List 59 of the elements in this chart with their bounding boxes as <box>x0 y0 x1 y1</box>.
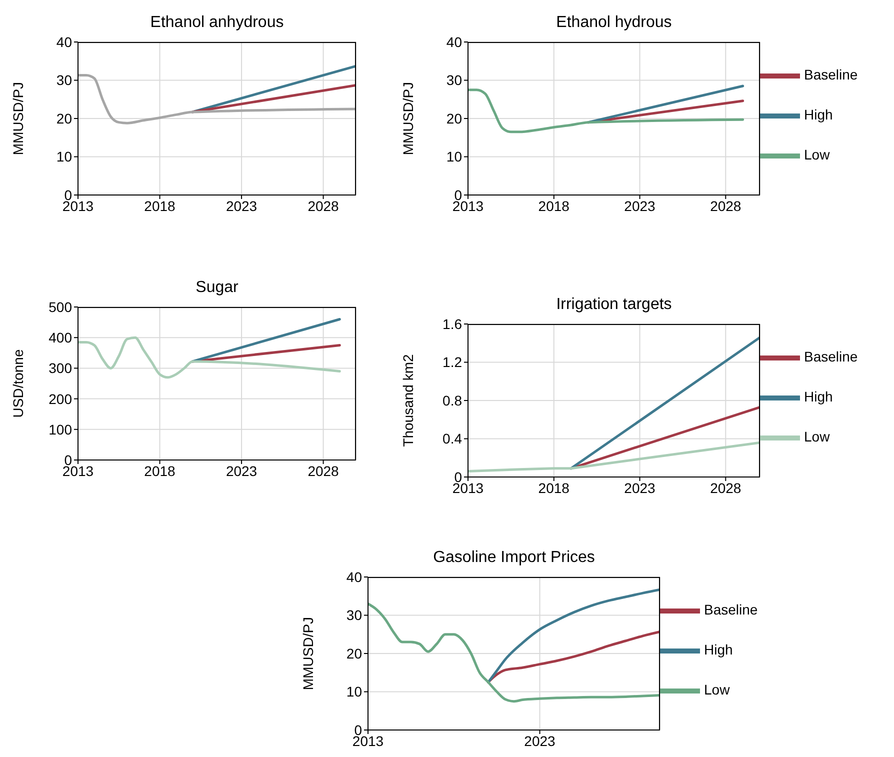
x-tick-label: 2023 <box>226 462 258 479</box>
line-series <box>486 588 660 684</box>
line-series <box>468 88 744 134</box>
x-tick-label: 2018 <box>144 198 176 214</box>
chart-title: Irrigation targets <box>555 296 673 314</box>
chart-title: Sugar <box>194 279 240 297</box>
y-tick-label: 30 <box>56 72 72 88</box>
legend-label: High <box>704 641 733 658</box>
y-tick-label: 40 <box>446 34 462 50</box>
x-tick-label: 2028 <box>308 462 340 479</box>
line-series <box>78 336 341 379</box>
y-tick-label: 40 <box>56 34 72 50</box>
chart-title: Ethanol anhydrous <box>149 14 285 32</box>
x-tick-label: 2023 <box>624 480 656 496</box>
x-tick-label: 2028 <box>710 198 742 214</box>
y-tick-label: 500 <box>48 298 72 315</box>
x-tick-label: 2018 <box>538 198 570 214</box>
x-tick-label: 2018 <box>144 462 176 479</box>
legend-label: Low <box>804 428 830 444</box>
x-tick-label: 2023 <box>524 732 556 749</box>
y-tick-label: 30 <box>446 72 462 88</box>
line-series <box>468 441 760 473</box>
chart-title: Gasoline Import Prices <box>432 549 596 567</box>
x-tick-label: 2018 <box>538 480 570 496</box>
y-axis-title: MMUSD/PJ <box>10 82 26 156</box>
y-axis-title: USD/tonne <box>10 349 26 418</box>
y-tick-label: 1.2 <box>442 354 462 370</box>
legend-label: High <box>804 106 833 122</box>
y-tick-label: 0.8 <box>442 392 462 408</box>
y-axis-title: Thousand km2 <box>400 354 416 447</box>
y-tick-label: 1.6 <box>442 316 462 332</box>
y-axis-title: MMUSD/PJ <box>300 616 316 690</box>
chart-title: Ethanol hydrous <box>555 14 673 32</box>
x-tick-label: 2023 <box>226 198 258 214</box>
x-tick-label: 2023 <box>624 198 656 214</box>
y-tick-label: 20 <box>346 645 362 662</box>
legend-label: Baseline <box>804 66 858 82</box>
legend-label: Low <box>704 681 730 698</box>
y-tick-label: 10 <box>56 148 72 165</box>
y-tick-label: 200 <box>48 390 72 407</box>
legend-label: Baseline <box>804 348 858 364</box>
y-axis-title: MMUSD/PJ <box>400 82 416 156</box>
legend-label: High <box>804 388 833 404</box>
y-tick-label: 20 <box>56 110 72 126</box>
y-tick-label: 300 <box>48 360 72 376</box>
y-tick-label: 100 <box>48 421 72 438</box>
line-series <box>368 602 660 703</box>
y-tick-label: 10 <box>446 148 462 165</box>
x-tick-label: 2028 <box>308 198 340 214</box>
y-tick-label: 10 <box>346 684 362 700</box>
legend-label: Low <box>804 146 830 162</box>
y-tick-label: 30 <box>346 607 362 624</box>
y-tick-label: 20 <box>446 110 462 126</box>
y-tick-label: 400 <box>48 330 72 346</box>
y-tick-label: 40 <box>346 568 362 585</box>
legend-label: Baseline <box>704 601 758 618</box>
x-tick-label: 2028 <box>710 480 742 496</box>
y-tick-label: 0.4 <box>442 430 462 447</box>
line-series <box>78 74 356 124</box>
